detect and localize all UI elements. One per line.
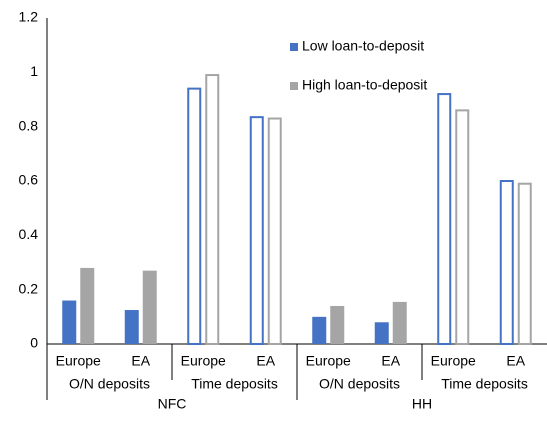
- bar: [330, 305, 345, 344]
- bar: [62, 300, 77, 344]
- bar: [499, 180, 514, 345]
- legend-swatch: [290, 82, 298, 90]
- y-tick-label: 0.8: [19, 117, 39, 133]
- bar: [517, 182, 532, 345]
- legend-label: High loan-to-deposit: [302, 77, 427, 93]
- bar: [142, 270, 157, 344]
- legend-label: Low loan-to-deposit: [302, 38, 424, 54]
- y-tick-label: 1.2: [19, 9, 39, 25]
- x-tick-label: Europe: [56, 353, 101, 369]
- x-tick-label: Europe: [181, 353, 226, 369]
- bar: [374, 322, 389, 344]
- bar: [437, 93, 452, 345]
- y-tick-label: 0.2: [19, 280, 39, 296]
- bar: [392, 301, 407, 344]
- group-labels: O/N deposits: [319, 376, 400, 392]
- y-tick-label: 0: [30, 335, 38, 351]
- bar: [187, 87, 202, 345]
- sector-labels: HH: [412, 396, 432, 412]
- bar: [312, 316, 327, 344]
- sector-labels: NFC: [158, 396, 187, 412]
- y-tick-label: 0.4: [19, 226, 39, 242]
- bar: [455, 109, 470, 345]
- group-labels: Time deposits: [441, 376, 528, 392]
- y-tick-label: 1: [30, 63, 38, 79]
- x-tick-label: EA: [506, 353, 525, 369]
- bar: [80, 267, 95, 344]
- x-tick-label: Europe: [431, 353, 476, 369]
- group-labels: O/N deposits: [69, 376, 150, 392]
- y-tick-label: 0.6: [19, 172, 39, 188]
- bar: [249, 116, 264, 345]
- x-tick-label: EA: [381, 353, 400, 369]
- legend-swatch: [290, 43, 298, 51]
- bar: [205, 74, 220, 346]
- x-tick-label: Europe: [306, 353, 351, 369]
- bar: [267, 117, 282, 346]
- bar: [124, 310, 139, 344]
- group-labels: Time deposits: [191, 376, 278, 392]
- x-tick-label: EA: [256, 353, 275, 369]
- x-tick-label: EA: [131, 353, 150, 369]
